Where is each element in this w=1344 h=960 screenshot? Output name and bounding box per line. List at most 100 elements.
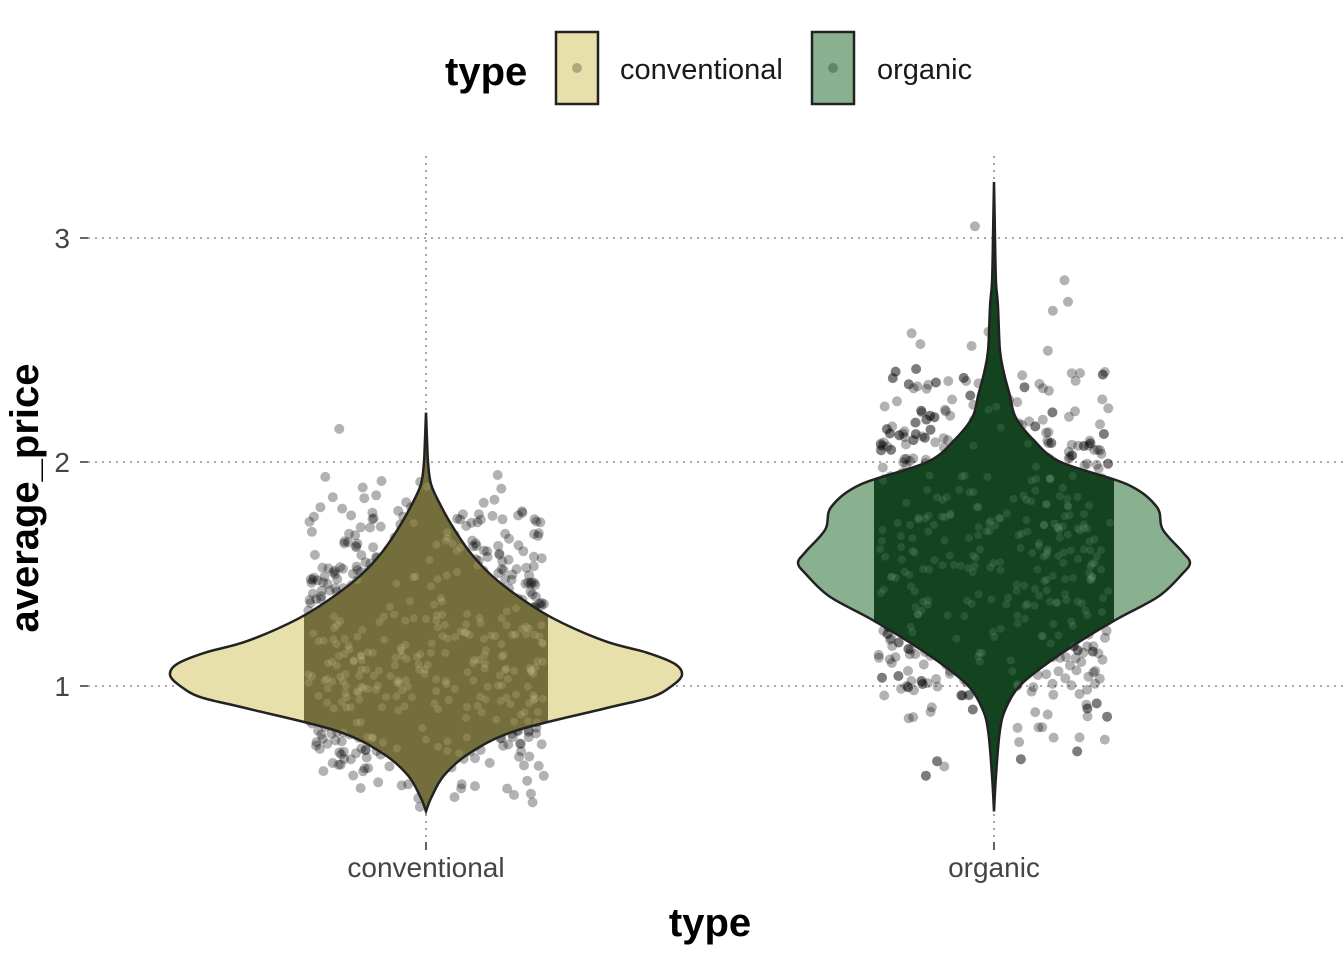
jitter-point [1100,632,1110,643]
jitter-point [1066,439,1077,450]
jitter-point [452,513,463,524]
jitter-point [929,412,940,423]
violin-outline-conventional [168,412,684,815]
jitter-point [528,577,539,588]
jitter-point [1037,383,1048,394]
jitter-point [1042,709,1053,720]
jitter-point [1083,440,1094,451]
jitter-point [316,591,327,602]
jitter-point [910,417,921,428]
jitter-point [1103,403,1114,414]
legend: type conventional organic [445,30,972,106]
jitter-point [926,702,937,713]
legend-item-organic: organic [810,30,972,106]
jitter-point [908,712,919,723]
jitter-point [939,761,950,772]
jitter-point [1073,440,1084,451]
jitter-point [894,430,905,441]
jitter-point [967,704,978,715]
jitter-point [1092,444,1103,455]
jitter-point [327,758,338,768]
legend-point-organic [828,63,838,73]
jitter-point [305,598,316,609]
jitter-point [348,770,359,781]
jitter-point [306,577,317,588]
jitter-point [1078,647,1089,658]
jitter-point [898,457,909,468]
jitter-point [917,679,928,689]
jitter-point [1017,370,1028,381]
jitter-point [931,674,942,684]
jitter-point [525,788,536,799]
jitter-point [306,526,317,537]
jitter-point [1087,646,1098,657]
jitter-point [315,502,326,513]
jitter-point [531,516,542,527]
jitter-point [1060,673,1071,684]
jitter-point [367,507,378,518]
jitter-point [890,652,901,663]
jitter-point [384,761,395,772]
jitter-point [908,435,919,446]
jitter-point [916,405,927,416]
jitter-point [343,537,354,548]
legend-title: type [445,50,527,94]
legend-label-organic: organic [877,54,972,86]
jitter-point [901,453,912,464]
jitter-point [904,649,915,660]
jitter-point [903,713,914,724]
jitter-point [482,552,493,562]
jitter-point [916,407,927,418]
jitter-point [930,377,941,388]
jitter-point [1082,703,1093,714]
jitter-point [1012,397,1023,408]
jitter-point [494,548,505,559]
jitter-point [879,690,890,701]
jitter-point [470,753,480,764]
jitter-point [1024,416,1035,427]
jitter-point [1097,369,1108,380]
jitter-point [355,522,366,533]
jitter-point [521,562,532,573]
jitter-point [523,726,534,737]
jitter-point [1095,419,1105,430]
jitter-point [371,490,382,501]
jitter-point [1074,689,1085,699]
jitter-point [1093,463,1104,474]
jitter-point [1097,369,1108,380]
jitter-point [317,562,328,573]
jitter-point [350,530,361,541]
jitter-point [1066,680,1077,691]
jitter-point [925,424,936,435]
jitter-point [529,514,540,525]
jitter-point [1019,382,1030,393]
jitter-point [1041,669,1052,680]
jitter-point [906,328,917,339]
jitter-point [893,671,904,681]
jitter-point [1014,737,1025,748]
jitter-point [497,514,508,525]
gridlines [88,156,1344,842]
jitter-point [897,428,908,439]
jitter-point [1074,732,1085,743]
jitter-point [1041,427,1052,438]
jitter-point [1037,722,1048,733]
jitter-point [912,381,923,392]
violin-group-conventional [168,412,684,815]
jitter-point [492,470,503,480]
jitter-point [368,542,379,553]
jitter-point [358,766,369,777]
jitter-point [532,530,543,541]
jitter-point [901,459,912,470]
jitter-point [916,405,927,416]
jitter-point [893,671,904,681]
jitter-point [368,513,379,524]
jitter-point [1091,698,1102,709]
jitter-point [921,383,932,394]
jitter-point [365,522,376,533]
jitter-point [455,514,465,525]
jitter-point [1087,646,1098,657]
jitter-point [1012,722,1023,733]
jitter-point [307,588,318,599]
jitter-point [315,594,326,605]
